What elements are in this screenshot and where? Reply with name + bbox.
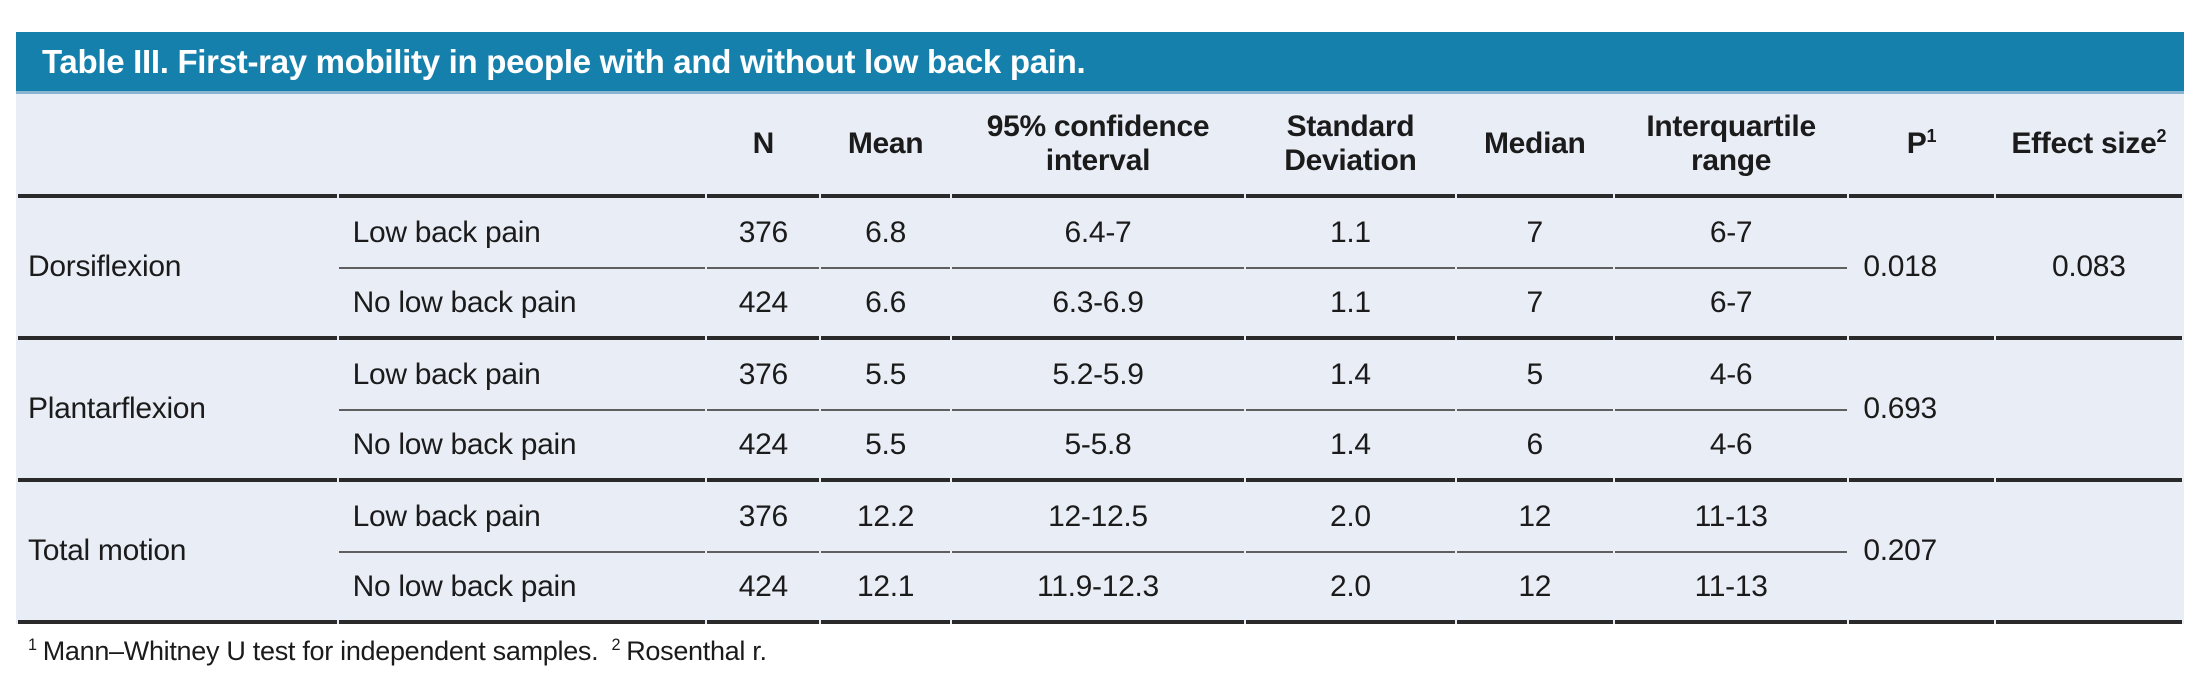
table-container: Table III. First-ray mobility in people …: [16, 32, 2184, 667]
n-cell: 424: [707, 553, 820, 624]
iqr-cell: 4-6: [1614, 411, 1848, 482]
mean-cell: 12.1: [821, 553, 950, 624]
table-row: No low back pain 424 12.1 11.9-12.3 2.0 …: [18, 553, 2182, 624]
table-title: Table III. First-ray mobility in people …: [42, 42, 1086, 80]
mean-cell: 5.5: [821, 411, 950, 482]
median-cell: 7: [1456, 198, 1613, 269]
footnote-text-2: Rosenthal r.: [626, 636, 767, 666]
sd-cell: 1.4: [1246, 411, 1455, 482]
group-label-total-motion: Total motion: [18, 482, 337, 624]
iqr-cell: 6-7: [1614, 198, 1848, 269]
ci-cell: 5-5.8: [951, 411, 1245, 482]
col-header-effect-size-label: Effect size: [2011, 127, 2157, 161]
iqr-cell: 11-13: [1614, 482, 1848, 553]
median-cell: 12: [1456, 482, 1613, 553]
table-row: No low back pain 424 6.6 6.3-6.9 1.1 7 6…: [18, 269, 2182, 340]
mean-cell: 6.8: [821, 198, 950, 269]
iqr-cell: 11-13: [1614, 553, 1848, 624]
col-header-n: N: [707, 94, 820, 198]
condition-cell: No low back pain: [338, 269, 706, 340]
n-cell: 424: [707, 269, 820, 340]
col-header-p-superscript: 1: [1926, 126, 1937, 147]
table-row: Plantarflexion Low back pain 376 5.5 5.2…: [18, 340, 2182, 482]
iqr-cell: 4-6: [1614, 340, 1848, 411]
footnote-text-1: Mann–Whitney U test for independent samp…: [42, 636, 599, 666]
mean-cell: 12.2: [821, 482, 950, 553]
sd-cell: 2.0: [1246, 553, 1455, 624]
sd-cell: 1.1: [1246, 198, 1455, 269]
condition-cell: Low back pain: [338, 340, 706, 411]
effect-size-cell: [1995, 482, 2182, 624]
col-header-p-label: P: [1906, 127, 1927, 161]
median-cell: 5: [1456, 340, 1613, 411]
col-header-mean: Mean: [821, 94, 950, 198]
sd-cell: 1.1: [1246, 269, 1455, 340]
header-row: N Mean 95% confidence interval Standard …: [18, 94, 2182, 198]
sd-cell: 1.4: [1246, 340, 1455, 411]
n-cell: 376: [707, 198, 820, 269]
iqr-cell: 6-7: [1614, 269, 1848, 340]
ci-cell: 12-12.5: [951, 482, 1245, 553]
p-value-cell: 0.018: [1849, 198, 1994, 340]
footnote-superscript-1: 1: [28, 636, 37, 654]
table-title-bar: Table III. First-ray mobility in people …: [16, 32, 2184, 94]
p-value-cell: 0.693: [1849, 340, 1994, 482]
condition-cell: Low back pain: [338, 198, 706, 269]
col-header-effect-size-superscript: 2: [2156, 126, 2167, 147]
n-cell: 376: [707, 482, 820, 553]
median-cell: 7: [1456, 269, 1613, 340]
condition-cell: No low back pain: [338, 411, 706, 482]
col-header-p: P1: [1849, 94, 1994, 198]
table-row: Total motion Low back pain 376 12.2 12-1…: [18, 482, 2182, 624]
mean-cell: 6.6: [821, 269, 950, 340]
p-value-cell: 0.207: [1849, 482, 1994, 624]
group-label-dorsiflexion: Dorsiflexion: [18, 198, 337, 340]
col-header-iqr: Interquartile range: [1614, 94, 1848, 198]
condition-cell: No low back pain: [338, 553, 706, 624]
sd-cell: 2.0: [1246, 482, 1455, 553]
effect-size-cell: 0.083: [1995, 198, 2182, 340]
median-cell: 12: [1456, 553, 1613, 624]
ci-cell: 5.2-5.9: [951, 340, 1245, 411]
col-header-effect-size: Effect size2: [1995, 94, 2182, 198]
condition-cell: Low back pain: [338, 482, 706, 553]
table-row: No low back pain 424 5.5 5-5.8 1.4 6 4-6: [18, 411, 2182, 482]
ci-cell: 6.3-6.9: [951, 269, 1245, 340]
ci-cell: 6.4-7: [951, 198, 1245, 269]
footnote-superscript-2: 2: [611, 636, 621, 654]
mean-cell: 5.5: [821, 340, 950, 411]
median-cell: 6: [1456, 411, 1613, 482]
n-cell: 424: [707, 411, 820, 482]
col-header-empty-condition: [338, 94, 706, 198]
ci-cell: 11.9-12.3: [951, 553, 1245, 624]
col-header-sd: Standard Deviation: [1246, 94, 1455, 198]
table-row: Dorsiflexion Low back pain 376 6.8 6.4-7…: [18, 198, 2182, 340]
results-table: N Mean 95% confidence interval Standard …: [16, 94, 2184, 624]
table-footnote: 1 Mann–Whitney U test for independent sam…: [16, 636, 2184, 667]
col-header-empty-group: [18, 94, 337, 198]
effect-size-cell: [1995, 340, 2182, 482]
group-label-plantarflexion: Plantarflexion: [18, 340, 337, 482]
col-header-median: Median: [1456, 94, 1613, 198]
col-header-ci: 95% confidence interval: [951, 94, 1245, 198]
n-cell: 376: [707, 340, 820, 411]
